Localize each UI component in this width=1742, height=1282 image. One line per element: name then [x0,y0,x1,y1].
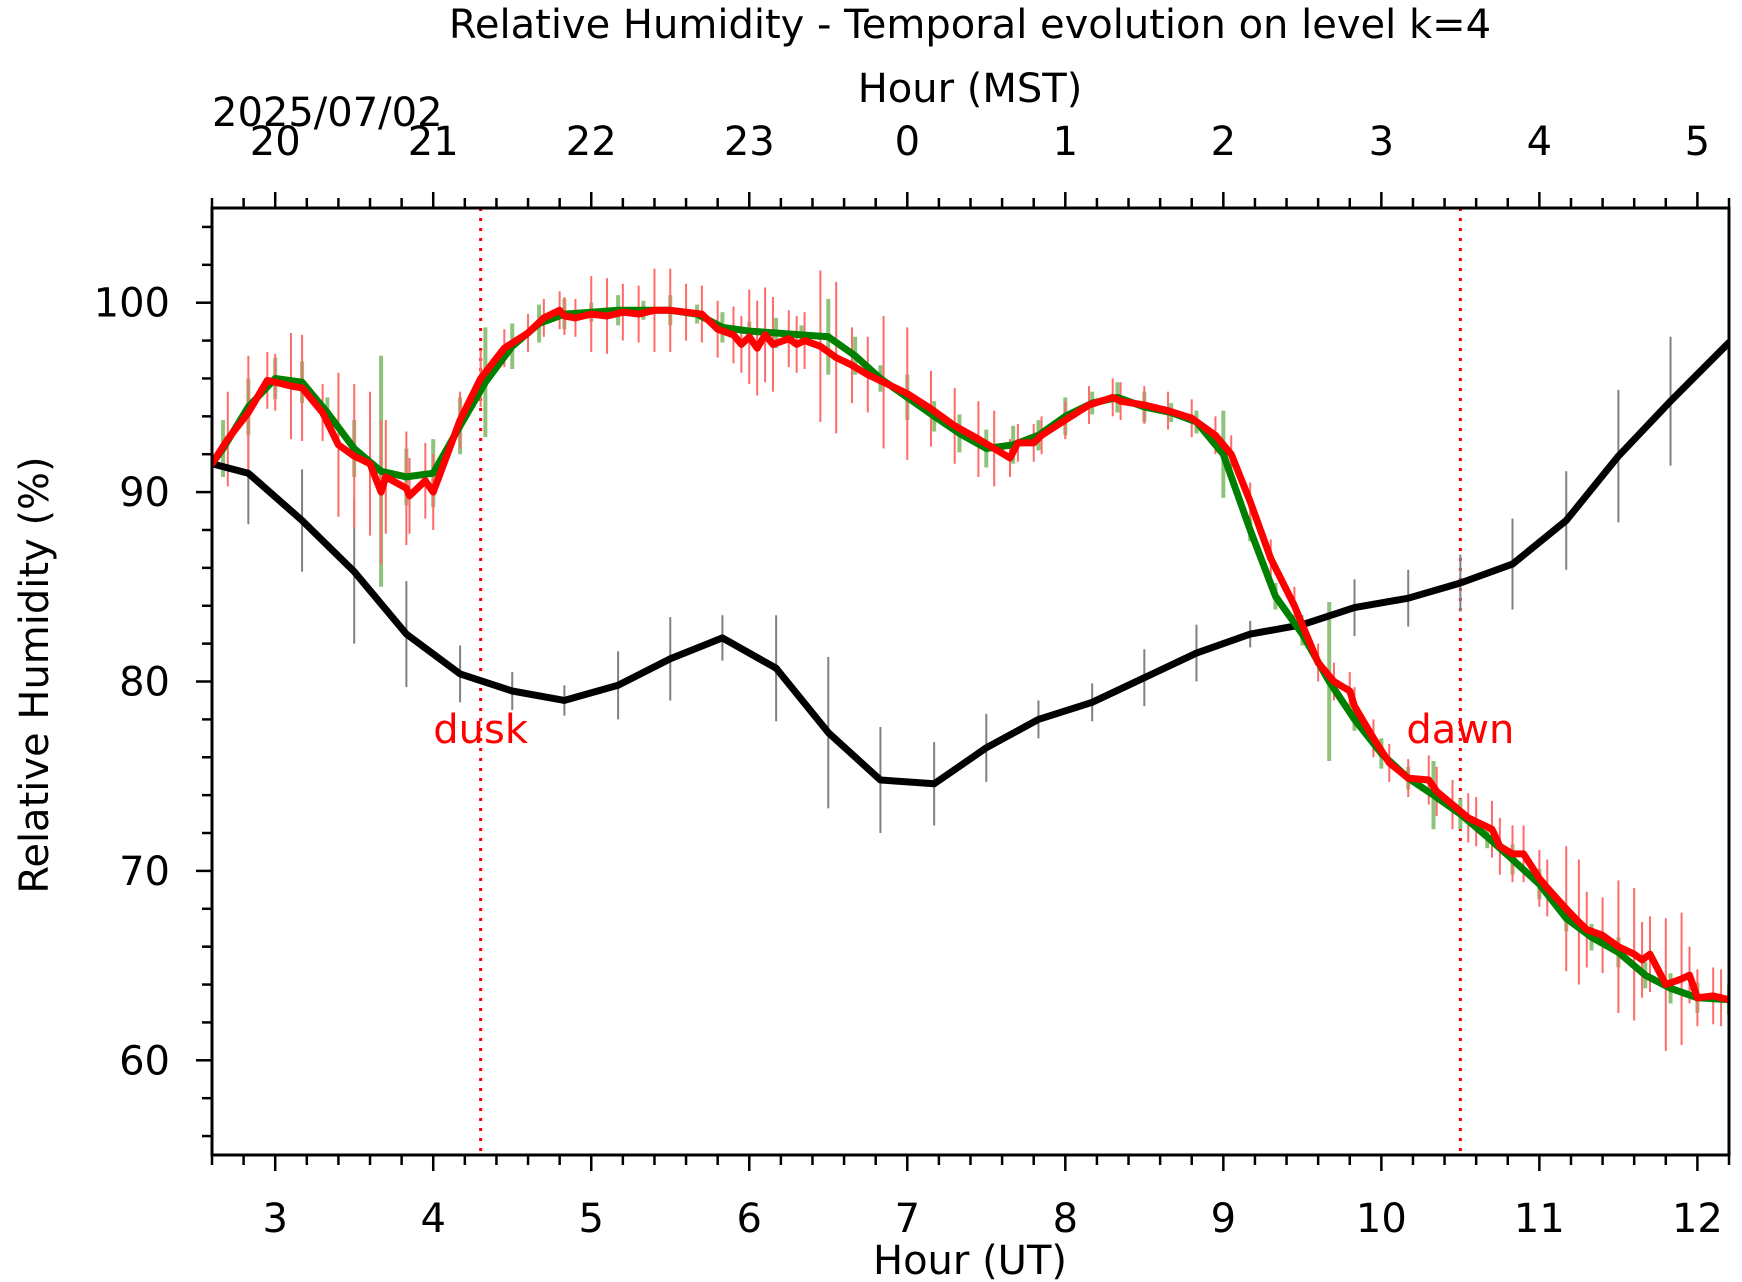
top-tick-label: 4 [1527,119,1552,165]
x-tick-label: 9 [1211,1196,1236,1242]
x-tick-label: 5 [579,1196,604,1242]
date-label: 2025/07/02 [212,90,443,136]
x-tick-label: 7 [895,1196,920,1242]
y-tick-label: 100 [94,281,170,327]
top-tick-label: 2 [1211,119,1236,165]
top-tick-label: 0 [895,119,920,165]
plot-frame [210,206,1731,1157]
y-tick-label: 90 [119,470,170,516]
x-tick-label: 12 [1672,1196,1723,1242]
y-tick-label: 60 [119,1038,170,1084]
series-line-0 [212,339,1729,788]
top-tick-label: 21 [408,119,459,165]
plot-area: dusk dawn [212,208,1729,1155]
x-axis-label: Hour (UT) [873,1238,1067,1282]
top-tick-label: 20 [250,119,301,165]
y-tick-label: 80 [119,660,170,706]
dusk-marker-label: dusk [433,707,529,753]
series-2 [226,268,1729,1051]
x-tick-label: 8 [1053,1196,1078,1242]
chart-title: Relative Humidity - Temporal evolution o… [449,2,1491,48]
y-tick-label: 70 [119,849,170,895]
top-tick-label: 5 [1685,119,1710,165]
top-tick-label: 1 [1053,119,1078,165]
x-tick-label: 6 [737,1196,762,1242]
series-0 [247,308,1729,834]
top-tick-label: 3 [1369,119,1394,165]
x-tick-label: 3 [262,1196,287,1242]
y-axis-label: Relative Humidity (%) [12,456,58,893]
series-1 [221,295,1729,1015]
top-tick-label: 22 [566,119,617,165]
top-tick-label: 23 [724,119,775,165]
series-line-2 [212,306,1729,1004]
x-tick-label: 11 [1514,1196,1565,1242]
x-tick-label: 10 [1356,1196,1407,1242]
dawn-marker-label: dawn [1406,707,1514,753]
x-tick-label: 4 [421,1196,446,1242]
top-axis-label: Hour (MST) [858,66,1083,112]
